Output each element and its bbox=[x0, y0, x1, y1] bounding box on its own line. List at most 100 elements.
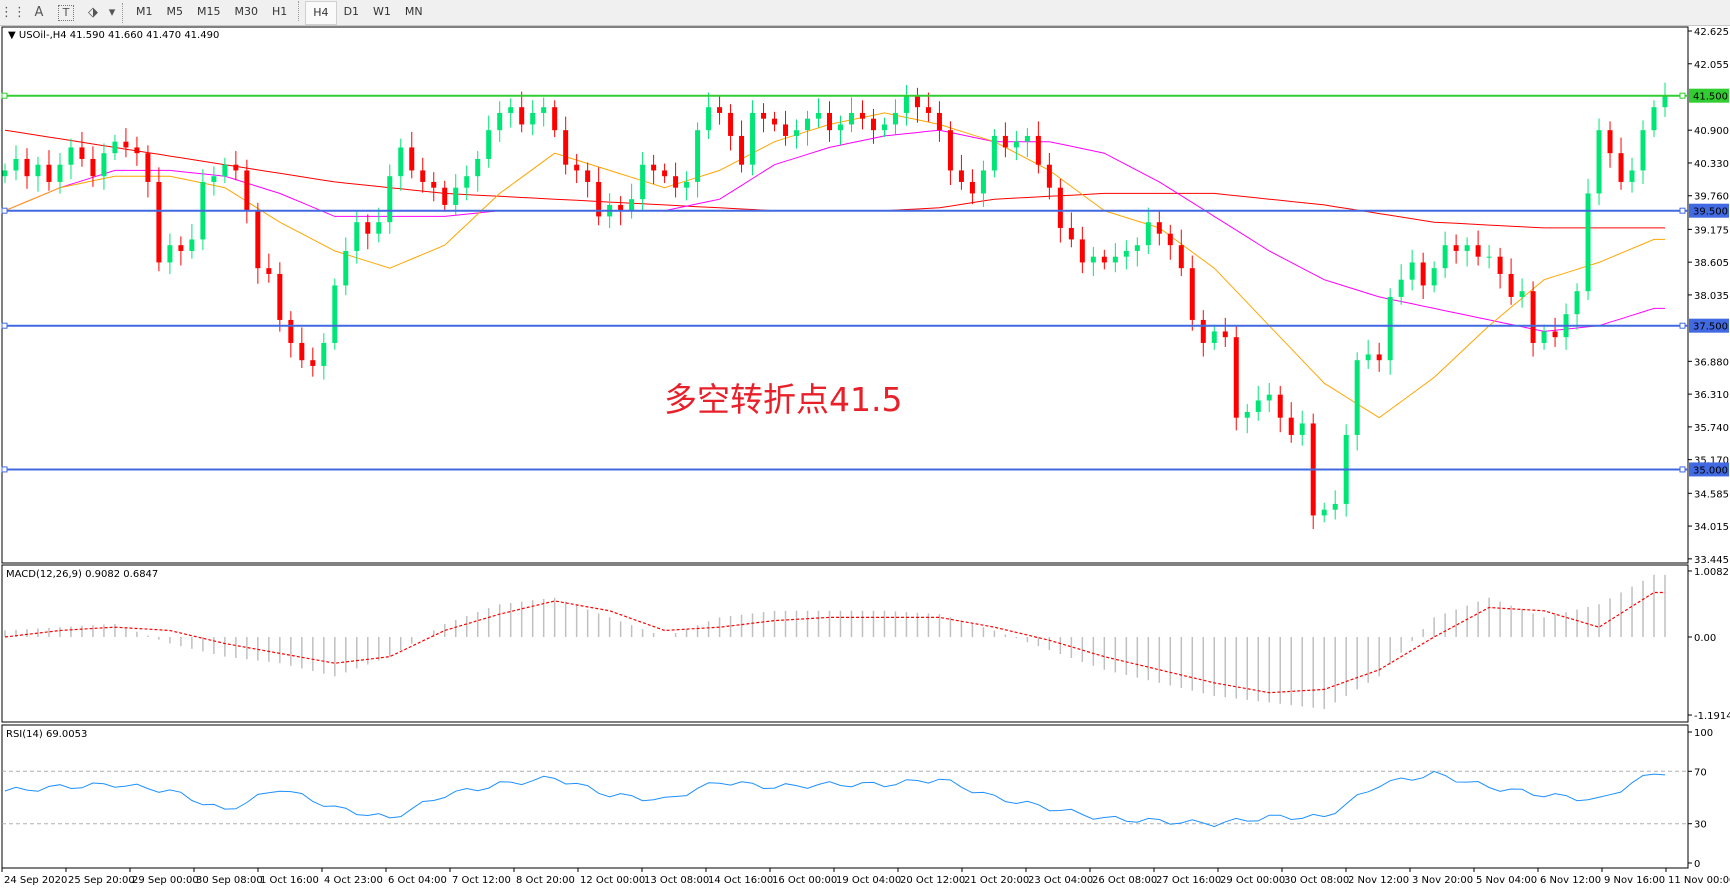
candle-body bbox=[816, 112, 822, 119]
candle bbox=[1475, 230, 1481, 266]
candle-body bbox=[717, 107, 723, 113]
candle bbox=[530, 100, 536, 136]
candle-body bbox=[57, 164, 63, 182]
candle-body bbox=[35, 164, 41, 177]
candle-body bbox=[662, 170, 668, 177]
time-label: 30 Sep 08:00 bbox=[196, 875, 263, 886]
candle bbox=[958, 154, 964, 190]
candle-body bbox=[497, 112, 503, 131]
candle-body bbox=[859, 112, 865, 119]
candle-body bbox=[1299, 423, 1305, 435]
candle-body bbox=[1585, 193, 1591, 292]
candle-body bbox=[266, 268, 272, 274]
candle bbox=[1299, 410, 1305, 446]
candle bbox=[684, 171, 690, 201]
candle-body bbox=[1288, 417, 1294, 435]
time-label: 2 Nov 12:00 bbox=[1348, 875, 1409, 886]
timeframe-mn-button[interactable]: MN bbox=[404, 5, 423, 18]
text-label-icon[interactable]: T bbox=[58, 4, 74, 21]
text-icon[interactable]: A bbox=[34, 5, 44, 20]
macd-tick-label: 0.00 bbox=[1694, 633, 1716, 644]
level-handle bbox=[1, 466, 8, 473]
candle-body bbox=[1123, 250, 1129, 257]
candle bbox=[1541, 324, 1547, 350]
candle-body bbox=[13, 158, 19, 171]
candle-body bbox=[101, 153, 107, 177]
candle-body bbox=[1145, 222, 1151, 246]
candle bbox=[640, 152, 646, 210]
grid-icon[interactable]: ⋮⋮ bbox=[0, 5, 26, 20]
price-tick-label: 38.035 bbox=[1694, 291, 1729, 302]
candle bbox=[1233, 326, 1239, 431]
candle-body bbox=[475, 158, 481, 177]
timeframe-h1-button[interactable]: H1 bbox=[272, 5, 288, 18]
level-price-tag bbox=[1689, 318, 1729, 333]
candle bbox=[1035, 121, 1041, 174]
candle-body bbox=[167, 245, 173, 263]
candle bbox=[365, 214, 371, 250]
candle bbox=[1596, 118, 1602, 206]
price-tick-label: 34.015 bbox=[1694, 522, 1729, 533]
candle-body bbox=[332, 285, 338, 343]
chevron-down-icon[interactable]: ▾ bbox=[108, 5, 116, 20]
candle-body bbox=[1420, 262, 1426, 286]
candle-body bbox=[1244, 411, 1250, 418]
candle bbox=[1640, 120, 1646, 185]
time-label: 8 Oct 20:00 bbox=[516, 875, 575, 886]
candle bbox=[837, 115, 843, 145]
candle bbox=[101, 143, 107, 190]
candle-body bbox=[178, 245, 184, 251]
candle bbox=[24, 148, 30, 189]
candle bbox=[464, 165, 470, 201]
candle-body bbox=[431, 181, 437, 188]
candle bbox=[398, 138, 404, 191]
timeframe-w1-button[interactable]: W1 bbox=[373, 5, 391, 18]
candle bbox=[299, 327, 305, 369]
candle-body bbox=[969, 181, 975, 194]
timeframe-m5-button[interactable]: M5 bbox=[166, 5, 184, 18]
candle bbox=[1409, 249, 1415, 291]
time-label: 4 Oct 23:00 bbox=[324, 875, 383, 886]
candle-body bbox=[1607, 130, 1613, 154]
candle bbox=[1090, 246, 1096, 277]
candle bbox=[969, 169, 975, 205]
candle-body bbox=[299, 342, 305, 361]
candle bbox=[1255, 385, 1261, 421]
candle-body bbox=[1651, 107, 1657, 131]
candle-body bbox=[794, 130, 800, 136]
timeframe-m1-button[interactable]: M1 bbox=[136, 5, 153, 18]
timeframe-m15-button[interactable]: M15 bbox=[197, 5, 221, 18]
candle bbox=[739, 120, 745, 173]
candle bbox=[1398, 264, 1404, 305]
candle bbox=[552, 100, 558, 138]
arrows-icon[interactable]: ⬗ bbox=[88, 5, 98, 20]
price-tick-label: 39.760 bbox=[1694, 192, 1729, 203]
candle-body bbox=[1167, 233, 1173, 246]
candle-body bbox=[1035, 135, 1041, 165]
candle bbox=[431, 172, 437, 202]
timeframe-h4-button[interactable]: H4 bbox=[305, 0, 337, 25]
candle bbox=[585, 162, 591, 198]
time-label: 29 Sep 00:00 bbox=[132, 875, 199, 886]
candle bbox=[178, 236, 184, 266]
candle bbox=[420, 157, 426, 193]
candle-body bbox=[1409, 262, 1415, 280]
candle bbox=[1167, 224, 1173, 260]
candle-body bbox=[1354, 360, 1360, 435]
candle-body bbox=[1024, 135, 1030, 142]
candle-body bbox=[1332, 503, 1338, 510]
timeframe-d1-button[interactable]: D1 bbox=[343, 5, 360, 18]
candle-body bbox=[1486, 256, 1492, 258]
price-tick-label: 36.310 bbox=[1694, 390, 1729, 401]
macd-panel bbox=[1, 564, 1689, 723]
time-label: 27 Oct 16:00 bbox=[1156, 875, 1221, 886]
candle-body bbox=[1530, 291, 1536, 343]
candle bbox=[1453, 234, 1459, 264]
level-handle bbox=[1679, 92, 1686, 99]
candle-body bbox=[739, 135, 745, 165]
candle-body bbox=[552, 107, 558, 131]
candle-body bbox=[112, 141, 118, 154]
candle-body bbox=[629, 199, 635, 211]
timeframe-m30-button[interactable]: M30 bbox=[234, 5, 259, 18]
